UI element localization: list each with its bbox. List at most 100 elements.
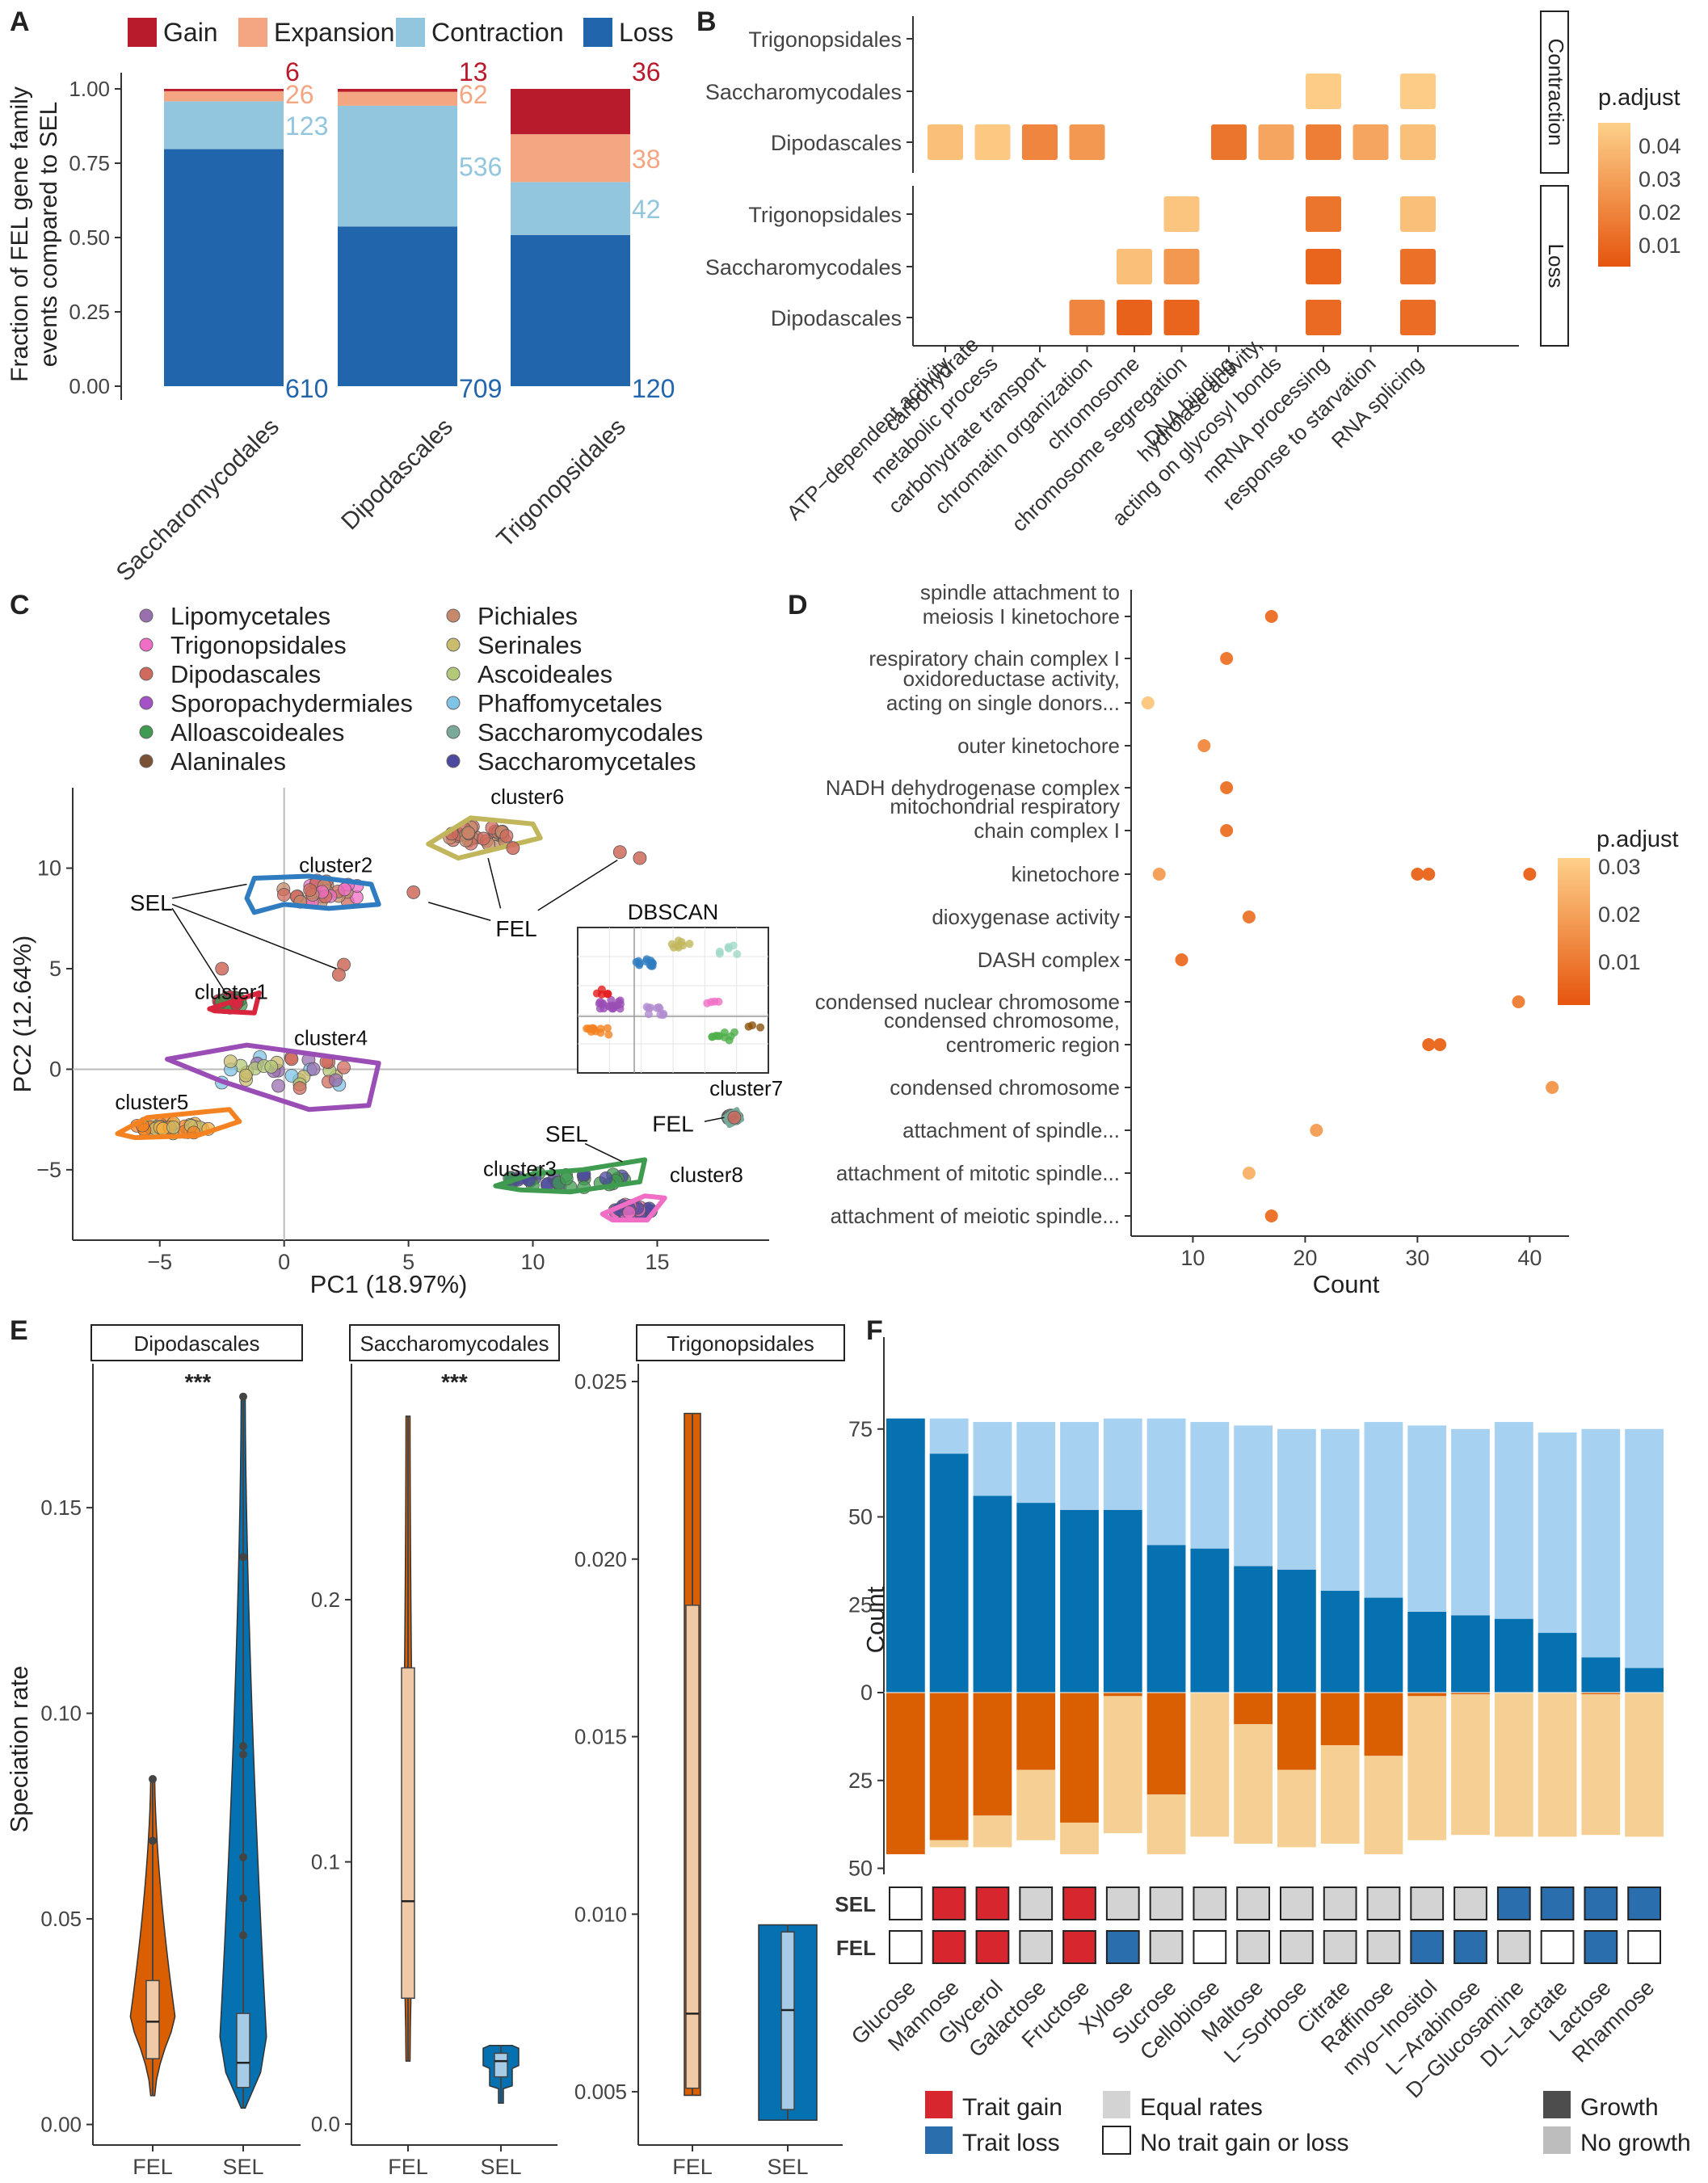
hull-cluster5 xyxy=(115,1107,242,1141)
inset-point xyxy=(730,1028,738,1037)
heat-cell-loss-trigonopsidales-10 xyxy=(1400,196,1436,232)
outlier-dipodascales-FEL xyxy=(149,1775,157,1784)
hull-cluster2 xyxy=(244,873,381,915)
legend-swatch-no-trait-change xyxy=(1102,2126,1131,2155)
legend-tick-label: 0.01 xyxy=(1639,233,1681,258)
inset-point xyxy=(632,957,641,966)
count-label-loss-trigonopsidales: 120 xyxy=(632,374,675,403)
bar-sel-nogrowth-galactose xyxy=(1016,1422,1056,1504)
y-tick-label: 0.75 xyxy=(69,151,110,175)
y-tick-label: 25 xyxy=(848,1592,873,1617)
legend-swatch-gain xyxy=(128,18,157,47)
legend-dot-alaninales xyxy=(139,754,154,768)
point-cluster4 xyxy=(284,1052,299,1066)
bar-fel-growth-myo-inositol xyxy=(1407,1693,1447,1697)
y-axis-title: Fraction of FEL gene family events compar… xyxy=(6,86,62,382)
y-tick-label: 0.010 xyxy=(574,1902,627,1926)
point-outlier xyxy=(633,851,647,865)
heat-cell-loss-saccharomycodales-8 xyxy=(1306,249,1341,284)
outlier-dipodascales-SEL xyxy=(239,1553,247,1562)
dot-condensed-chromosome xyxy=(1546,1081,1559,1094)
legend-label-no-trait-change: No trait gain or loss xyxy=(1140,2130,1348,2156)
bar-sel-nogrowth-raffinose xyxy=(1364,1422,1403,1598)
term-label-2-line0: oxidoreductase activity, xyxy=(903,667,1120,691)
legend-label-lipomycetales: Lipomycetales xyxy=(170,602,330,630)
outlier-dipodascales-SEL xyxy=(239,1894,247,1903)
bar-contraction-trigonopsidales xyxy=(511,182,630,235)
x-tick-label: 40 xyxy=(1517,1246,1542,1270)
legend-dot-trigonopsidales xyxy=(139,637,154,652)
facet-strip-label-loss: Loss xyxy=(1544,244,1568,288)
legend-swatch-expansion xyxy=(238,18,267,47)
term-label-10-line1: centromeric region xyxy=(946,1033,1120,1057)
bar-fel-nogrowth-cellobiose xyxy=(1190,1693,1230,1837)
point-outlier xyxy=(612,845,627,860)
count-label-gain-dipodascales: 13 xyxy=(459,57,488,86)
panel-label-a: A xyxy=(10,6,30,37)
trait-sel-rhamnose xyxy=(1627,1886,1661,1920)
panel-label-b: B xyxy=(696,6,717,37)
dot-kinetochore xyxy=(1411,868,1424,881)
point-cluster4 xyxy=(306,1062,321,1076)
trait-fel-raffinose xyxy=(1366,1930,1401,1964)
bar-fel-growth-sucrose xyxy=(1146,1693,1186,1795)
legend-label-growth: Growth xyxy=(1580,2094,1659,2121)
point-cluster4 xyxy=(329,1073,343,1087)
box-dipodascales-SEL xyxy=(236,2013,250,2088)
bar-expansion-trigonopsidales xyxy=(511,134,630,183)
inset-point xyxy=(710,997,719,1006)
legend-label-trigonopsidales: Trigonopsidales xyxy=(170,631,347,659)
significance-saccharomycodales: *** xyxy=(441,1369,468,1394)
row-label-contraction-trigonopsidales: Trigonopsidales xyxy=(748,27,902,52)
bar-fel-growth-xylose xyxy=(1103,1693,1142,1697)
heat-cell-loss-trigonopsidales-8 xyxy=(1306,196,1341,232)
inset-point xyxy=(588,1024,597,1033)
panel-label-c: C xyxy=(10,590,30,620)
inset-point xyxy=(654,1003,663,1012)
legend-label-no-growth: No growth xyxy=(1580,2130,1691,2156)
bar-fel-nogrowth-raffinose xyxy=(1364,1756,1403,1855)
bar-sel-growth-citrate xyxy=(1320,1590,1360,1693)
bar-sel-nogrowth-d-glucosamine xyxy=(1494,1422,1533,1619)
y-tick-label: 0.2 xyxy=(311,1588,340,1612)
bar-sel-growth-lactose xyxy=(1581,1657,1621,1693)
heat-cell-contraction-dipodascales-8 xyxy=(1306,124,1341,160)
annotation-line xyxy=(171,903,337,970)
trait-sel-d-glucosamine xyxy=(1496,1886,1531,1920)
term-label-8-line0: DASH complex xyxy=(978,948,1120,972)
bar-fel-nogrowth-l-sorbose xyxy=(1277,1769,1316,1848)
legend-dot-saccharomycodales xyxy=(446,725,461,739)
box-saccharomycodales-FEL xyxy=(401,1667,415,2000)
legend-tick-label: 0.03 xyxy=(1639,167,1681,191)
bar-fel-growth-mannose xyxy=(929,1693,969,1840)
legend-label-sporopachydermiales: Sporopachydermiales xyxy=(170,689,413,717)
term-label-5-line0: mitochondrial respiratory xyxy=(890,794,1120,818)
cluster-label-cluster7: cluster7 xyxy=(709,1076,783,1100)
annotation-fel-lower: FEL xyxy=(652,1112,693,1137)
y-axis-title: Count xyxy=(861,1586,890,1653)
cluster-label-cluster1: cluster1 xyxy=(195,979,268,1003)
dot-outer-kinetochore xyxy=(1197,739,1211,752)
legend-colorbar xyxy=(1598,123,1630,267)
bar-fel-nogrowth-myo-inositol xyxy=(1407,1696,1447,1840)
count-label-contraction-dipodascales: 536 xyxy=(459,153,502,182)
inset-point xyxy=(703,999,712,1007)
box-dipodascales-FEL xyxy=(145,1979,160,2059)
point-cluster4 xyxy=(337,1060,351,1075)
point-cluster6 xyxy=(477,831,490,846)
heat-cell-contraction-dipodascales-2 xyxy=(1022,124,1058,160)
outlier-dipodascales-SEL xyxy=(239,1742,247,1751)
bar-fel-growth-raffinose xyxy=(1364,1693,1403,1756)
heat-cell-loss-saccharomycodales-4 xyxy=(1117,249,1152,284)
heat-cell-loss-saccharomycodales-10 xyxy=(1400,249,1436,284)
heat-cell-loss-saccharomycodales-5 xyxy=(1163,249,1200,284)
bar-sel-nogrowth-l-arabinose xyxy=(1451,1428,1490,1616)
heat-cell-contraction-saccharomycodales-10 xyxy=(1400,74,1436,109)
bar-sel-growth-d-glucosamine xyxy=(1494,1618,1533,1693)
legend-label-gain: Gain xyxy=(163,18,218,47)
inset-point xyxy=(606,1002,615,1011)
inset-point xyxy=(667,940,676,948)
y-tick-label: 0.00 xyxy=(40,2113,82,2137)
bar-sel-growth-glycerol xyxy=(973,1495,1012,1693)
